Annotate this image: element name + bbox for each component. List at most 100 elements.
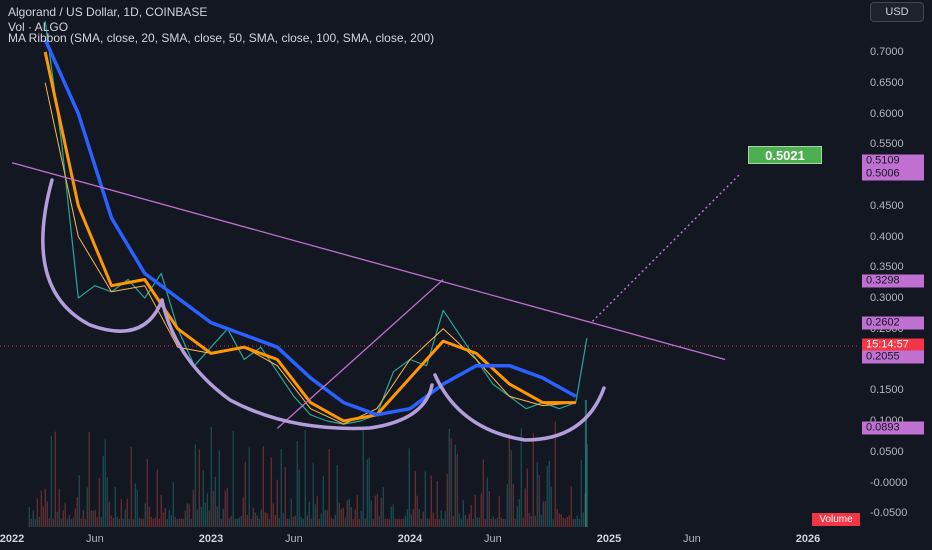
- volume-bar: [290, 498, 292, 527]
- volume-bar: [490, 519, 492, 527]
- volume-badge: Volume: [812, 513, 860, 526]
- volume-bar: [160, 494, 162, 527]
- volume-bar: [464, 514, 466, 527]
- volume-bar: [536, 462, 538, 527]
- volume-bar: [456, 453, 458, 527]
- volume-bar: [386, 518, 388, 527]
- volume-bar: [560, 514, 562, 527]
- volume-bar: [44, 488, 46, 527]
- volume-bar: [132, 519, 134, 527]
- volume-bar: [62, 510, 64, 527]
- volume-bar: [170, 515, 172, 527]
- volume-bar: [136, 490, 138, 527]
- volume-bar: [274, 514, 276, 527]
- volume-bar: [548, 460, 550, 527]
- volume-bar: [196, 509, 198, 527]
- volume-bar: [310, 518, 312, 527]
- volume-bar: [360, 510, 362, 527]
- volume-bar: [542, 501, 544, 527]
- volume-bar: [450, 438, 452, 527]
- volume-bar: [352, 519, 354, 527]
- volume-bar: [38, 516, 40, 527]
- volume-bar: [356, 495, 358, 527]
- volume-bar: [234, 519, 236, 527]
- volume-bar: [394, 518, 396, 527]
- y-tick-label: 0.0500: [870, 445, 904, 458]
- volume-bar: [554, 421, 556, 527]
- volume-bar: [280, 449, 282, 527]
- volume-bar: [368, 457, 370, 527]
- volume-bar: [492, 516, 494, 527]
- volume-bar: [402, 518, 404, 527]
- volume-bar: [198, 449, 200, 527]
- chart-canvas[interactable]: Algorand / US Dollar, 1D, COINBASE Vol ·…: [0, 0, 860, 530]
- volume-bar: [470, 505, 472, 527]
- volume-bar: [168, 509, 170, 527]
- volume-bar: [374, 495, 376, 527]
- x-tick-label: 2026: [795, 533, 821, 545]
- volume-bar: [518, 499, 520, 527]
- volume-bar: [106, 477, 108, 527]
- volume-bar: [172, 482, 174, 527]
- volume-bar: [178, 518, 180, 527]
- volume-bar: [408, 448, 410, 527]
- volume-bar: [124, 509, 126, 527]
- volume-bar: [556, 508, 558, 527]
- volume-bar: [162, 512, 164, 527]
- volume-bar: [562, 517, 564, 527]
- volume-bar: [572, 519, 574, 527]
- volume-bar: [340, 509, 342, 527]
- volume-bar: [502, 518, 504, 527]
- volume-bar: [430, 475, 432, 527]
- volume-bar: [98, 478, 100, 527]
- volume-bar: [338, 503, 340, 527]
- volume-bar: [410, 514, 412, 527]
- sma100-line: [43, 38, 577, 417]
- volume-bar: [498, 496, 500, 527]
- volume-bar: [532, 433, 534, 527]
- volume-bar: [166, 519, 168, 527]
- volume-bar: [78, 475, 80, 527]
- cup-left-arc: [41, 178, 164, 333]
- y-tick-label: 0.1500: [870, 384, 904, 397]
- volume-bar: [52, 518, 54, 527]
- price-tag-neckline: 0.2055: [862, 350, 924, 364]
- currency-button[interactable]: USD: [870, 2, 924, 22]
- volume-bar: [314, 504, 316, 527]
- volume-bar: [544, 501, 546, 527]
- volume-bar: [254, 512, 256, 527]
- volume-bar: [28, 507, 30, 527]
- price-chart[interactable]: [0, 0, 860, 530]
- volume-bar: [438, 519, 440, 527]
- price-line: [44, 21, 588, 425]
- volume-bar: [570, 486, 572, 527]
- volume-bar: [298, 469, 300, 527]
- volume-bar: [444, 511, 446, 527]
- volume-bar: [154, 517, 156, 527]
- volume-bar: [110, 515, 112, 527]
- volume-bar: [468, 513, 470, 527]
- price-axis[interactable]: USD 0.70000.65000.60000.55000.50000.4500…: [860, 0, 932, 530]
- volume-bar: [216, 506, 218, 527]
- volume-bar: [248, 447, 250, 527]
- volume-bar: [494, 519, 496, 527]
- volume-bar: [256, 515, 258, 527]
- volume-bar: [398, 518, 400, 527]
- volume-bar: [434, 519, 436, 527]
- target-price-label: 0.5021: [748, 146, 822, 164]
- volume-bar: [480, 493, 482, 527]
- volume-bar: [580, 459, 582, 527]
- volume-bar: [246, 514, 248, 527]
- volume-bar: [100, 517, 102, 527]
- volume-bar: [46, 501, 48, 527]
- volume-bar: [204, 502, 206, 527]
- volume-bar: [390, 506, 392, 527]
- volume-bar: [346, 500, 348, 527]
- volume-bar: [418, 509, 420, 527]
- volume-bar: [320, 513, 322, 527]
- volume-bar: [436, 480, 438, 527]
- volume-bar: [358, 518, 360, 527]
- volume-bar: [144, 503, 146, 527]
- time-axis[interactable]: 2022 Jun 2023 Jun 2024 Jun 2025 Jun 2026: [0, 530, 860, 550]
- volume-bar: [118, 519, 120, 527]
